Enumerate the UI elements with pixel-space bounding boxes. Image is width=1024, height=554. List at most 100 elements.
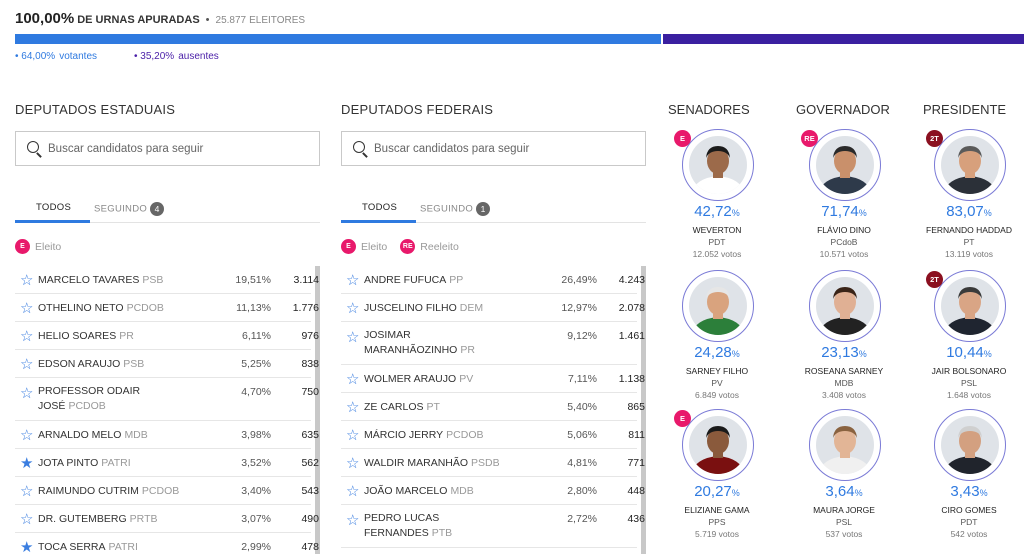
candidate-percent: 3,43%	[913, 483, 1024, 500]
second-round-badge: 2T	[926, 130, 943, 147]
candidate-percent: 3,98%	[241, 429, 271, 441]
estaduais-title: DEPUTADOS ESTADUAIS	[15, 102, 176, 117]
candidate-row[interactable]: ☆ MÁRCIO JERRY PCdoB 5,06% 811	[341, 421, 645, 449]
candidate-party: MDB	[450, 485, 474, 497]
star-outline-icon[interactable]: ☆	[346, 427, 360, 444]
estaduais-search[interactable]	[15, 131, 320, 166]
candidate-row[interactable]: ☆ RAIMUNDO CUTRIM PCdoB 3,40% 543	[15, 477, 319, 505]
estaduais-search-input[interactable]	[48, 132, 308, 165]
candidate-row[interactable]: ★ JOTA PINTO PATRI 3,52% 562	[15, 449, 319, 477]
candidate-card[interactable]: 24,28% SARNEY FILHO PV 6.849 votos	[661, 270, 773, 410]
star-filled-icon[interactable]: ★	[20, 455, 34, 472]
candidate-name: HELIO SOARES PR	[38, 329, 218, 344]
star-outline-icon[interactable]: ☆	[346, 483, 360, 500]
star-outline-icon[interactable]: ☆	[346, 512, 360, 529]
candidate-row[interactable]: ☆ WALDIR MARANHÃO PSDB 4,81% 771	[341, 449, 645, 477]
candidate-name: OTHELINO NETO PCdoB	[38, 301, 218, 316]
candidate-row[interactable]: ☆ JOSIMAR MARANHÃOZINHO PR 9,12% 1.461	[341, 322, 645, 365]
candidate-card[interactable]: E 42,72% WEVERTON PDT 12.052 votos	[661, 129, 773, 269]
second-round-badge: 2T	[926, 271, 943, 288]
star-outline-icon[interactable]: ☆	[346, 300, 360, 317]
following-count-badge: 4	[150, 202, 165, 216]
federais-search[interactable]	[341, 131, 646, 166]
percent-sign: %	[983, 208, 992, 218]
federais-legend: E Eleito RE Reeleito	[341, 239, 459, 254]
star-outline-icon[interactable]: ☆	[20, 300, 34, 317]
candidate-row[interactable]: ☆ EDSON ARAUJO PSB 5,25% 838	[15, 350, 319, 378]
candidate-percent: 10,44%	[913, 344, 1024, 361]
candidate-row[interactable]: ☆ PEDRO LUCAS FERNANDES PTB 2,72% 436	[341, 505, 645, 548]
star-outline-icon[interactable]: ☆	[346, 399, 360, 416]
active-tab-underline	[341, 220, 416, 223]
candidate-votes: 3.114	[293, 274, 320, 286]
star-outline-icon[interactable]: ☆	[20, 483, 34, 500]
candidate-row[interactable]: ☆ JOÃO MARCELO MDB 2,80% 448	[341, 477, 645, 505]
candidate-percent: 3,40%	[241, 485, 271, 497]
candidate-row[interactable]: ☆ HELIO SOARES PR 6,11% 976	[15, 322, 319, 350]
star-outline-icon[interactable]: ☆	[20, 427, 34, 444]
candidate-row[interactable]: ☆ MARCELO TAVARES PSB 19,51% 3.114	[15, 266, 319, 294]
candidate-row[interactable]: ☆ WOLMER ARAUJO PV 7,11% 1.138	[341, 365, 645, 393]
candidate-card[interactable]: 3,43% CIRO GOMES PDT 542 votos	[913, 409, 1024, 549]
tab-todos[interactable]: TODOS	[362, 202, 398, 213]
candidate-percent: 2,72%	[567, 513, 597, 525]
list-scrollbar[interactable]	[315, 266, 320, 554]
candidate-row[interactable]: ☆ PROFESSOR ODAIR JOSÉ PCdoB 4,70% 750	[15, 378, 319, 421]
candidate-row[interactable]: ☆ JUSCELINO FILHO DEM 12,97% 2.078	[341, 294, 645, 322]
candidate-percent-value: 23,13	[821, 344, 859, 361]
tab-seguindo[interactable]: SEGUINDO 1	[420, 202, 491, 216]
star-outline-icon[interactable]: ☆	[346, 272, 360, 289]
candidate-name: MAURA JORGE	[813, 505, 875, 515]
candidate-card[interactable]: 2T 10,44% JAIR BOLSONARO PSL 1.648 votos	[913, 270, 1024, 410]
federais-title: DEPUTADOS FEDERAIS	[341, 102, 494, 117]
candidate-votes: 635	[301, 429, 319, 441]
candidate-card[interactable]: E 20,27% ELIZIANE GAMA PPS 5.719 votos	[661, 409, 773, 549]
elected-badge: E	[674, 130, 691, 147]
star-outline-icon[interactable]: ☆	[20, 328, 34, 345]
candidate-row[interactable]: ★ TOCA SERRA PATRI 2,99% 478	[15, 533, 319, 554]
bar-divider	[661, 34, 663, 44]
candidate-row[interactable]: ☆ DR. GUTEMBERG PRTB 3,07% 490	[15, 505, 319, 533]
candidate-votes: 490	[301, 513, 319, 525]
candidate-name-text: WOLMER ARAUJO	[364, 373, 457, 385]
star-outline-icon[interactable]: ☆	[346, 329, 360, 346]
candidate-card[interactable]: RE 71,74% FLÁVIO DINO PCdoB 10.571 votos	[788, 129, 900, 269]
search-icon	[353, 141, 365, 153]
candidate-name: ELIZIANE GAMA	[684, 505, 750, 515]
list-scrollbar[interactable]	[641, 266, 646, 554]
candidate-row[interactable]: ☆ ANDRE FUFUCA PP 26,49% 4.243	[341, 266, 645, 294]
candidate-card[interactable]: 23,13% ROSEANA SARNEY MDB 3.408 votos	[788, 270, 900, 410]
star-filled-icon[interactable]: ★	[20, 539, 34, 554]
candidate-party: PPS	[708, 517, 726, 527]
star-outline-icon[interactable]: ☆	[346, 455, 360, 472]
candidate-percent: 20,27%	[661, 483, 773, 500]
star-outline-icon[interactable]: ☆	[20, 511, 34, 528]
candidate-percent: 2,80%	[567, 485, 597, 497]
candidate-votes: 537 votos	[825, 529, 863, 539]
federais-search-input[interactable]	[374, 132, 634, 165]
candidate-percent: 12,97%	[561, 302, 597, 314]
candidate-card[interactable]: 3,64% MAURA JORGE PSL 537 votos	[788, 409, 900, 549]
star-outline-icon[interactable]: ☆	[346, 371, 360, 388]
candidate-party: PCdoB	[446, 429, 484, 441]
candidate-name: MÁRCIO JERRY PCdoB	[364, 428, 544, 443]
candidate-name: TOCA SERRA PATRI	[38, 540, 218, 554]
percent-sign: %	[858, 349, 867, 359]
candidate-name-text: JUSCELINO FILHO	[364, 302, 457, 314]
star-outline-icon[interactable]: ☆	[20, 272, 34, 289]
candidate-row[interactable]: ☆ ZE CARLOS PT 5,40% 865	[341, 393, 645, 421]
turnout-bar	[15, 34, 1024, 44]
tab-seguindo[interactable]: SEGUINDO 4	[94, 202, 165, 216]
candidate-name: ROSEANA SARNEY	[804, 366, 884, 376]
candidate-card[interactable]: 2T 83,07% FERNANDO HADDAD PT 13.119 votos	[913, 129, 1024, 269]
search-icon	[27, 141, 39, 153]
candidate-party: PV	[711, 378, 723, 388]
absent-label: ausentes	[178, 51, 219, 62]
tab-todos[interactable]: TODOS	[36, 202, 72, 213]
candidate-row[interactable]: ☆ OTHELINO NETO PCdoB 11,13% 1.776	[15, 294, 319, 322]
star-outline-icon[interactable]: ☆	[20, 385, 34, 402]
candidate-row[interactable]: ☆ ARNALDO MELO MDB 3,98% 635	[15, 421, 319, 449]
star-outline-icon[interactable]: ☆	[20, 356, 34, 373]
percent-sign: %	[731, 208, 740, 218]
voters-legend: • 64,00% votantes	[15, 51, 97, 62]
